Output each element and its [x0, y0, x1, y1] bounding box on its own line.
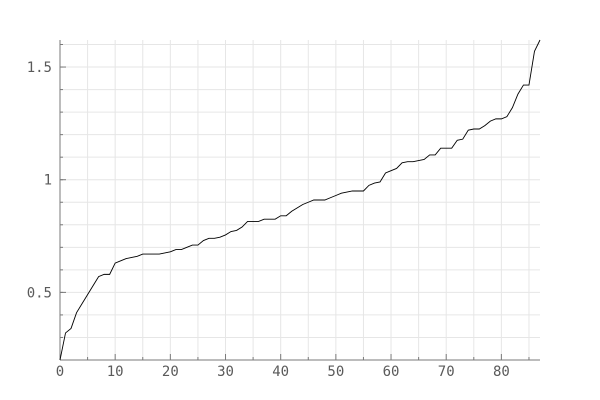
minor-grid — [60, 40, 540, 361]
series-group — [59, 39, 541, 361]
x-tick-label: 50 — [327, 364, 344, 380]
x-tick-label: 30 — [217, 364, 234, 380]
x-tick-label: 40 — [272, 364, 289, 380]
series-line — [59, 39, 541, 361]
major-grid — [60, 40, 540, 360]
x-tick-label: 0 — [56, 364, 64, 380]
x-tick-label: 10 — [107, 364, 124, 380]
axes — [59, 40, 540, 361]
y-tick-label: 0.5 — [27, 285, 52, 301]
y-tick-label: 1.5 — [27, 60, 52, 76]
x-tick-label: 60 — [383, 364, 400, 380]
x-tick-label: 20 — [162, 364, 179, 380]
tick-labels: 0 10 20 30 40 50 60 70 80 0.5 1 1.5 — [27, 60, 510, 380]
x-tick-label: 80 — [493, 364, 510, 380]
x-tick-label: 70 — [438, 364, 455, 380]
y-tick-label: 1 — [44, 173, 52, 189]
